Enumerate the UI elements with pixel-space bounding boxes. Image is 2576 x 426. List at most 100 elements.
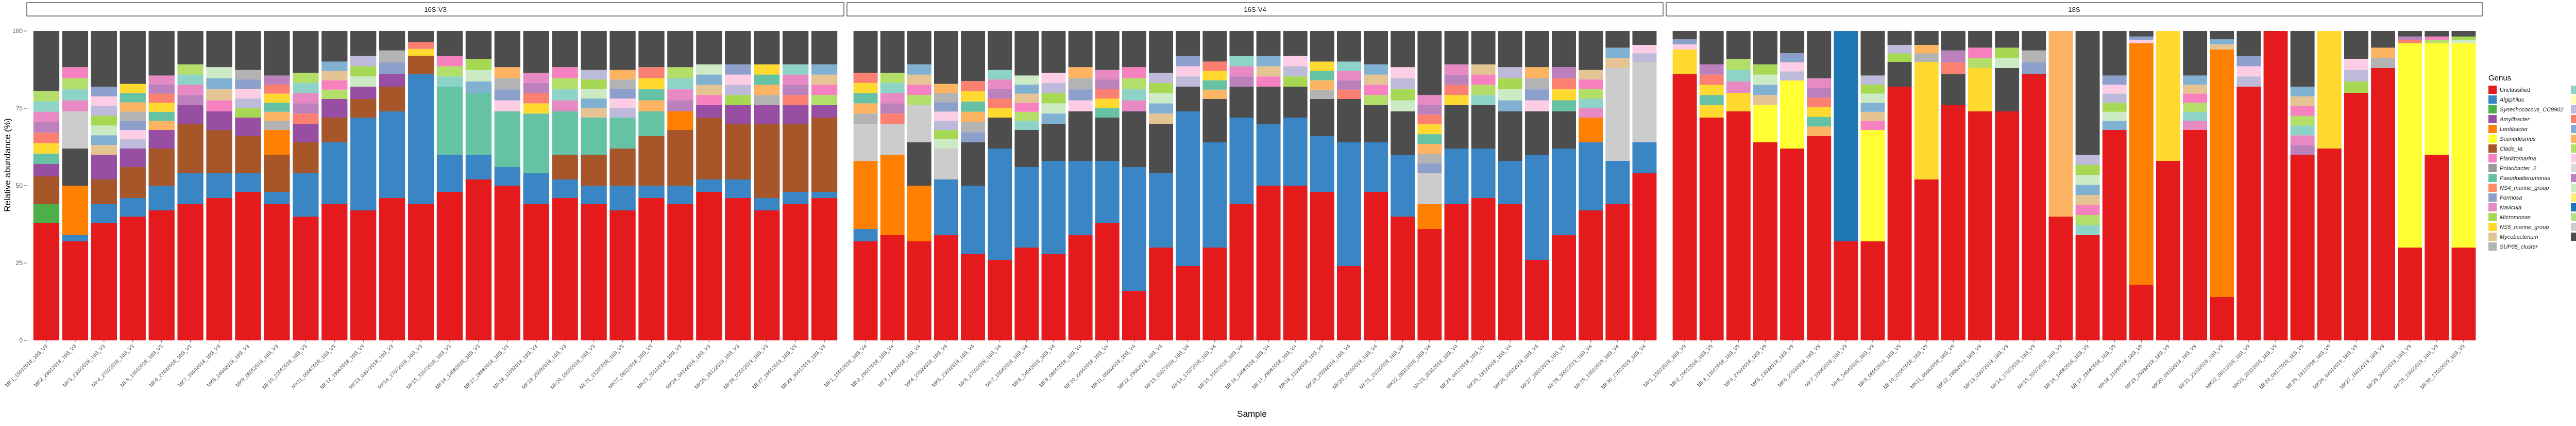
bar-segment-unclassified: [1887, 87, 1912, 340]
y-tick-label: 75: [16, 105, 23, 112]
bar-segment-unclassified: [1310, 192, 1334, 340]
bar-segment-unclassified: [2398, 248, 2422, 340]
bar-segment-others: [725, 31, 751, 64]
bar-segment-minor: [1552, 100, 1576, 111]
bar-segment-undetermined: [853, 124, 878, 161]
bar-segment-unclassified: [350, 210, 377, 340]
bar-segment-others: [1780, 31, 1805, 54]
bar-segment-minor: [120, 121, 146, 130]
bar-stack: [2022, 31, 2046, 340]
bar-segment-minor: [907, 85, 931, 95]
bar-segment-minor: [2075, 185, 2100, 195]
bar-segment-minor: [2425, 36, 2449, 40]
bar-segment-unclassified: [782, 204, 809, 340]
bar-segment-minor: [1256, 56, 1281, 67]
bar-segment-minor: [1122, 78, 1146, 90]
bar-segment-minor: [436, 76, 463, 87]
bar-segment-phaeocystis: [2451, 43, 2476, 248]
bar-segment-amylibacter: [293, 124, 319, 142]
x-tick-label: MK10_22052018_18S_V9: [1883, 343, 1929, 390]
bar-segment-minor: [1176, 56, 1200, 67]
bar-segment-minor: [961, 81, 986, 91]
bar-segment-minor: [934, 93, 958, 103]
bar-segment-minor: [988, 108, 1012, 118]
bar-segment-minor: [934, 121, 958, 130]
bar-segment-minor: [91, 135, 117, 145]
bar-segment-minor: [2290, 135, 2315, 145]
bar-stack: [62, 31, 89, 340]
bar-segment-unclassified: [811, 198, 838, 340]
bar-stack: [1726, 31, 1751, 340]
legend-label: Unclassified: [2500, 87, 2530, 93]
bar-segment-minor: [1391, 67, 1415, 78]
legend-key: [2488, 233, 2497, 241]
bar-segment-minor: [1095, 89, 1120, 99]
bar-segment-others: [1968, 31, 1992, 48]
bar-segment-others-5-: [1068, 111, 1093, 161]
bar-segment-minor: [1364, 74, 1388, 85]
bar-segment-unclassified: [2236, 87, 2261, 340]
bar-segment-synechococcus: [581, 186, 607, 204]
bar-segment-minor: [638, 78, 665, 90]
bar-segment-clade-ia: [408, 56, 434, 74]
legend-key: [2488, 86, 2497, 94]
bar-segment-minor: [853, 93, 878, 104]
bar-segment-unclassified: [2451, 248, 2476, 340]
legend-label: Polaribacter_2: [2500, 166, 2536, 172]
bar-segment-minor: [1014, 103, 1039, 112]
bar-segment-minor: [1780, 71, 1805, 80]
bar-segment-minor: [494, 78, 520, 90]
bar-segment-others: [2210, 31, 2234, 40]
bar-segment-unclassified: [293, 217, 319, 340]
bar-segment-minor: [754, 85, 780, 95]
bar-segment-minor: [177, 85, 204, 95]
bar-segment-synechococcus: [177, 173, 204, 204]
bar-segment-others: [1552, 31, 1576, 68]
bar-segment-unclassified: [581, 204, 607, 340]
bar-segment-synechococcus: [350, 118, 377, 210]
bar-segment-unclassified: [638, 198, 665, 340]
bar-segment-minor: [1337, 61, 1361, 71]
bar-stack: [1337, 31, 1361, 340]
bar-segment-undetermined: [1605, 68, 1630, 161]
bar-stack: [436, 31, 463, 340]
bar-segment-minor: [1283, 56, 1308, 67]
legend-label: Planktomarina: [2500, 156, 2536, 162]
bar-segment-minor: [1524, 67, 1549, 78]
bar-segment-unclassified: [2317, 149, 2342, 340]
bar-segment-others: [1860, 31, 1885, 76]
bar-segment-others-5-: [62, 149, 89, 186]
legend-label: Pseudoalteromonas: [2500, 175, 2550, 182]
bar-segment-minor: [907, 74, 931, 85]
bar-segment-minor: [1068, 89, 1093, 101]
bar-segment-minor: [2290, 145, 2315, 155]
bar-segment-others-5-: [1229, 87, 1254, 118]
bar-segment-minor: [1753, 74, 1777, 85]
bar-segment-others-5-: [907, 142, 931, 186]
bar-stack: [321, 31, 348, 340]
bar-stack: [2263, 31, 2288, 340]
bar-segment-unclassified: [1391, 217, 1415, 340]
bar-stack: [1753, 31, 1777, 340]
x-tick-label: MK24_04122018_16S_V4: [1439, 343, 1486, 390]
bar-segment-minor: [2398, 36, 2422, 40]
bar-segment-minor: [2075, 195, 2100, 205]
bar-segment-minor: [1068, 78, 1093, 90]
legend-label: Amylibacter: [2499, 117, 2530, 123]
bar-segment-others: [350, 31, 377, 56]
bar-segment-minor: [1444, 95, 1469, 105]
bar-segment-unclassified: [33, 223, 60, 340]
bar-segment-minor: [1579, 79, 1603, 89]
bar-segment-minor: [494, 89, 520, 101]
legend-key: [2488, 164, 2497, 172]
bar-segment-minor: [1176, 66, 1200, 77]
bar-segment-minor: [581, 108, 607, 118]
bar-segment-clade-ia: [235, 136, 261, 173]
bar-segment-minor: [1041, 83, 1066, 93]
y-axis: 0 25 50 75 100: [12, 27, 27, 344]
bar-segment-lentibacter: [1417, 204, 1442, 229]
x-tick-label: MK19_25092018_16S_V4: [1305, 343, 1352, 390]
bar-segment-lentibacter: [62, 186, 89, 235]
legend-key: [2488, 154, 2497, 162]
x-tick-label: MK26_02012019_16S_V4: [1493, 343, 1540, 390]
